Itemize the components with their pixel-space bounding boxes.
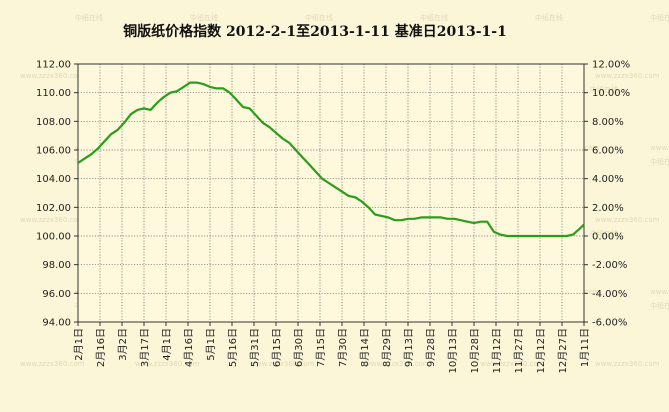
x-tick-label: 7月30日 — [337, 328, 349, 367]
y2-tick-label: 12.00% — [592, 60, 630, 71]
y2-tick-label: 2.00% — [592, 203, 624, 214]
x-tick-label: 11月12日 — [491, 328, 503, 373]
watermark-text: www.zzzx360.com — [650, 288, 669, 296]
watermark-text: www.zzzx360.com — [650, 144, 669, 152]
x-tick-label: 5月31日 — [249, 328, 261, 367]
y2-tick-label: 4.00% — [592, 174, 624, 185]
x-tick-label: 6月30日 — [293, 328, 305, 367]
watermark-text: www.zzzx360.com — [20, 216, 85, 224]
x-tick-label: 11月27日 — [513, 328, 525, 373]
watermark-text: www.zzzx360.com — [595, 72, 660, 80]
x-tick-label: 4月16日 — [183, 328, 195, 367]
x-tick-label: 4月1日 — [161, 328, 173, 361]
axes: 94.00 96.00 98.00 100.00 102.00 104.00 106.00 1… — [36, 60, 630, 374]
chart-title: 铜版纸价格指数 2012-2-1至2013-1-11 基准日2013-1-1 — [123, 23, 507, 40]
y-tick-label: 104.00 — [36, 174, 71, 185]
watermark-logo-text: 中纸在线 — [590, 229, 618, 238]
watermark-text: www.zzzx360.com — [595, 216, 660, 224]
y-tick-label: 102.00 — [36, 203, 71, 214]
x-tick-label: 5月1日 — [205, 328, 217, 361]
watermark-text: www.zzzx360.com — [365, 360, 430, 368]
x-tick-label: 3月2日 — [117, 328, 129, 361]
x-tick-label: 5月16日 — [227, 328, 239, 367]
watermark-logo-text: 中纸在线 — [650, 157, 669, 166]
watermark-text: www.zzzx360.com — [20, 360, 85, 368]
y2-tick-label: -2.00% — [592, 260, 627, 271]
watermark-logo-text: 中纸在线 — [420, 13, 448, 22]
watermark-logo-text: 中纸在线 — [75, 13, 103, 22]
plot-area — [78, 64, 584, 322]
x-tick-label: 8月14日 — [359, 328, 371, 367]
watermark-text: www.zzzx360.com — [20, 72, 85, 80]
y2-tick-label: 0.00% — [592, 232, 624, 243]
x-tick-label: 12月12日 — [535, 328, 547, 373]
y-tick-label: 98.00 — [42, 260, 71, 271]
watermark-logo-text: 中纸在线 — [650, 13, 669, 22]
x-tick-label: 2月16日 — [95, 328, 107, 367]
x-tick-label: 2月1日 — [73, 328, 85, 361]
watermark-text: www.zzzx360.com — [135, 360, 200, 368]
y-tick-label: 100.00 — [36, 232, 71, 243]
watermark-logo-text: 中纸在线 — [305, 13, 333, 22]
watermark-logo-text: 中纸在线 — [650, 301, 669, 310]
y2-tick-label: 6.00% — [592, 146, 624, 157]
y2-tick-label: 8.00% — [592, 117, 624, 128]
y-tick-label: 112.00 — [36, 60, 71, 71]
series-layer — [77, 81, 585, 238]
y2-tick-label: -6.00% — [592, 318, 627, 329]
y-tick-label: 106.00 — [36, 146, 71, 157]
watermark-text: www.zzzx360.com — [595, 360, 660, 368]
watermark-logo-text: 中纸在线 — [590, 85, 618, 94]
series-line — [77, 81, 585, 238]
y2-tick-label: -4.00% — [592, 289, 627, 300]
y-tick-label: 94.00 — [42, 318, 71, 329]
x-tick-label: 12月27日 — [557, 328, 569, 373]
x-tick-label: 9月28日 — [425, 328, 437, 367]
watermark-text: www.zzzx360.com — [480, 360, 545, 368]
x-tick-label: 9月13日 — [403, 328, 415, 367]
x-tick-label: 10月13日 — [447, 328, 459, 373]
watermark-text: www.zzzx360.com — [250, 360, 315, 368]
x-tick-label: 6月15日 — [271, 328, 283, 367]
x-tick-label: 7月15日 — [315, 328, 327, 367]
y2-tick-label: 10.00% — [592, 88, 630, 99]
x-tick-label: 8月29日 — [381, 328, 393, 367]
x-tick-label: 1月11日 — [579, 328, 591, 367]
plot-frame — [77, 63, 585, 323]
y-tick-label: 96.00 — [42, 289, 71, 300]
watermark-logo-text: 中纸在线 — [190, 13, 218, 22]
x-tick-label: 10月28日 — [469, 328, 481, 373]
y-tick-label: 110.00 — [36, 88, 71, 99]
y-tick-label: 108.00 — [36, 117, 71, 128]
x-tick-label: 3月17日 — [139, 328, 151, 367]
watermark-logo-text: 中纸在线 — [535, 13, 563, 22]
